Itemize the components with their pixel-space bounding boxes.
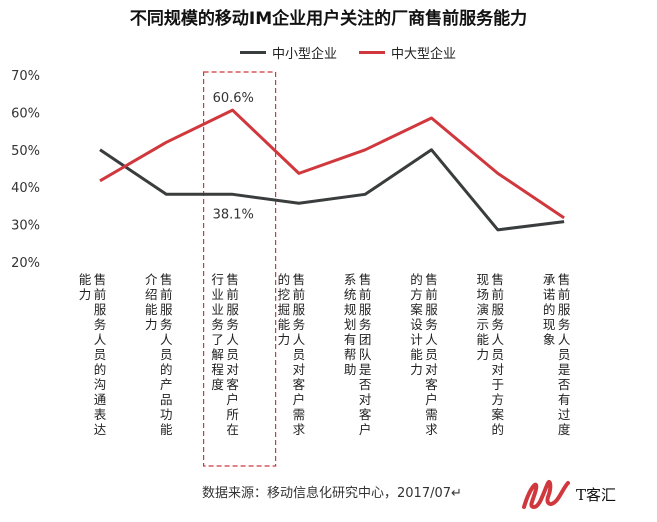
chart-title: 不同规模的移动IM企业用户关注的厂商售前服务能力 <box>129 9 528 29</box>
x-tick-label: 售前服务人员是否有过度承诺的现象 <box>542 272 571 437</box>
y-tick-label: 30% <box>11 219 40 234</box>
legend-label-large: 中大型企业 <box>391 46 457 62</box>
series-line-0 <box>99 148 565 232</box>
legend-item-sme: 中小型企业 <box>240 43 337 62</box>
y-tick-label: 70% <box>11 69 40 84</box>
y-tick-label: 50% <box>11 144 40 159</box>
legend-swatch-sme <box>240 50 266 54</box>
series-line-1 <box>99 108 565 220</box>
logo-mark-icon <box>522 480 570 510</box>
x-tick-label: 售前服务人员对客户需求的挖掘能力 <box>277 272 306 437</box>
highlight-box <box>203 71 277 467</box>
legend-label-sme: 中小型企业 <box>272 46 338 62</box>
x-tick-label: 售前服务人员的产品功能介绍能力 <box>145 272 173 437</box>
logo: T客汇 <box>520 474 616 514</box>
x-tick-label: 售前服务团队是否对客户系统规划有帮助 <box>343 272 372 437</box>
data-source-note: 数据来源：移动信息化研究中心，2017/07↵ <box>202 486 462 501</box>
x-tick-label: 售前服务人员的沟通表达能力 <box>78 272 107 437</box>
data-label-1: 38.1% <box>213 207 254 222</box>
y-tick-label: 40% <box>11 181 40 196</box>
y-tick-label: 60% <box>11 106 40 121</box>
x-tick-label: 售前服务人员对客户所在行业业务了解程度 <box>211 272 239 437</box>
legend-item-large: 中大型企业 <box>359 43 456 62</box>
legend-swatch-large <box>359 50 386 54</box>
x-tick-label: 售前服务人员对客户需求的方案设计能力 <box>410 272 438 437</box>
logo-text: T客汇 <box>576 485 617 504</box>
legend: 中小型企业 中大型企业 <box>240 42 478 62</box>
y-tick-label: 20% <box>11 256 40 271</box>
x-tick-label: 售前服务人员对于方案的现场演示能力 <box>476 272 505 437</box>
data-label-0: 60.6% <box>213 91 254 106</box>
